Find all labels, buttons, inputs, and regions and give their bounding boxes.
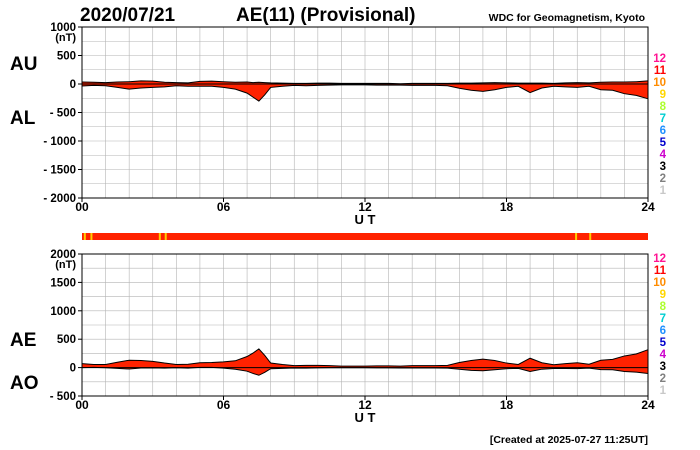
- y-tick-label: - 1000: [43, 136, 76, 148]
- ao-label: AO: [10, 373, 39, 394]
- series-lower-line: [81, 84, 649, 102]
- legend-number: 4: [660, 349, 667, 361]
- y-tick-label: - 500: [50, 391, 76, 403]
- legend-number: 10: [653, 277, 666, 289]
- legend-number: 6: [660, 325, 666, 337]
- source-credit: WDC for Geomagnetism, Kyoto: [489, 12, 645, 24]
- x-tick-label: 06: [217, 398, 231, 412]
- ae-label: AE: [10, 330, 36, 351]
- legend-number: 11: [654, 65, 667, 77]
- x-axis-label: U T: [355, 212, 376, 227]
- legend-number: 3: [660, 161, 666, 173]
- legend-number: 11: [654, 265, 667, 277]
- station-band-mark: [158, 233, 161, 240]
- y-tick-label: 500: [57, 334, 76, 346]
- x-tick-label: 12: [358, 398, 372, 412]
- au-label: AU: [10, 54, 37, 75]
- au-al-panel: 1000 500 0 - 500 - 1000 - 1500 - 2000 (nT) 00 06 1…: [43, 22, 655, 227]
- created-timestamp: [Created at 2025-07-27 11:25UT]: [490, 434, 648, 446]
- date-title: 2020/07/21: [80, 5, 176, 26]
- station-band-mark: [589, 233, 592, 240]
- y-tick-label: - 1500: [43, 165, 76, 177]
- x-tick-label: 18: [500, 398, 514, 412]
- y-unit-label: (nT): [55, 32, 76, 44]
- station-band-mark: [575, 233, 578, 240]
- legend-number: 4: [660, 149, 667, 161]
- legend-number: 1: [660, 385, 667, 397]
- legend-number: 8: [660, 101, 667, 113]
- y-tick-label: - 2000: [43, 193, 76, 205]
- x-tick-label: 24: [641, 200, 655, 214]
- station-band-mark: [90, 233, 93, 240]
- y-tick-label: 1500: [50, 277, 76, 289]
- series-area-fill: [82, 80, 648, 102]
- legend-number: 7: [660, 313, 666, 325]
- y-tick-label: 1000: [50, 306, 76, 318]
- legend-number: 10: [653, 77, 666, 89]
- legend-number: 12: [653, 53, 666, 65]
- legend-number: 2: [660, 173, 666, 185]
- ae-ao-panel: 2000 1500 1000 500 0 - 500 (nT) 00 06 12 18 24 U T: [50, 249, 655, 425]
- y-tick-label: 1000: [50, 22, 76, 34]
- x-tick-label: 06: [217, 200, 231, 214]
- legend-number: 1: [660, 185, 667, 197]
- legend-number: 12: [653, 253, 666, 265]
- station-band-bar: [82, 233, 648, 240]
- legend-number: 7: [660, 113, 666, 125]
- legend-number: 5: [660, 337, 667, 349]
- series-upper-line: [81, 80, 649, 85]
- x-axis-label: U T: [355, 410, 376, 425]
- chart-title: AE(11) (Provisional): [236, 5, 416, 26]
- legend-number: 8: [660, 301, 667, 313]
- y-tick-label: - 500: [50, 108, 76, 120]
- legend-number: 5: [660, 137, 667, 149]
- legend-number: 2: [660, 373, 666, 385]
- legend-number: 3: [660, 361, 666, 373]
- y-tick-label: 500: [57, 51, 76, 63]
- x-tick-label: 12: [358, 200, 372, 214]
- x-tick-label: 18: [500, 200, 514, 214]
- station-band-mark: [164, 233, 167, 240]
- al-label: AL: [10, 108, 36, 129]
- x-tick-label: 24: [641, 398, 655, 412]
- legend-number: 9: [660, 89, 666, 101]
- legend-number: 6: [660, 125, 666, 137]
- y-tick-label: 0: [70, 363, 76, 375]
- x-tick-label: 00: [75, 200, 89, 214]
- station-status-band: [82, 233, 648, 240]
- x-tick-label: 00: [75, 398, 89, 412]
- y-tick-label: 0: [70, 79, 76, 91]
- y-unit-label: (nT): [55, 259, 76, 271]
- series-upper-line: [81, 348, 649, 367]
- legend-number: 9: [660, 289, 666, 301]
- station-band-mark: [83, 233, 86, 240]
- y-tick-label: 2000: [50, 249, 76, 261]
